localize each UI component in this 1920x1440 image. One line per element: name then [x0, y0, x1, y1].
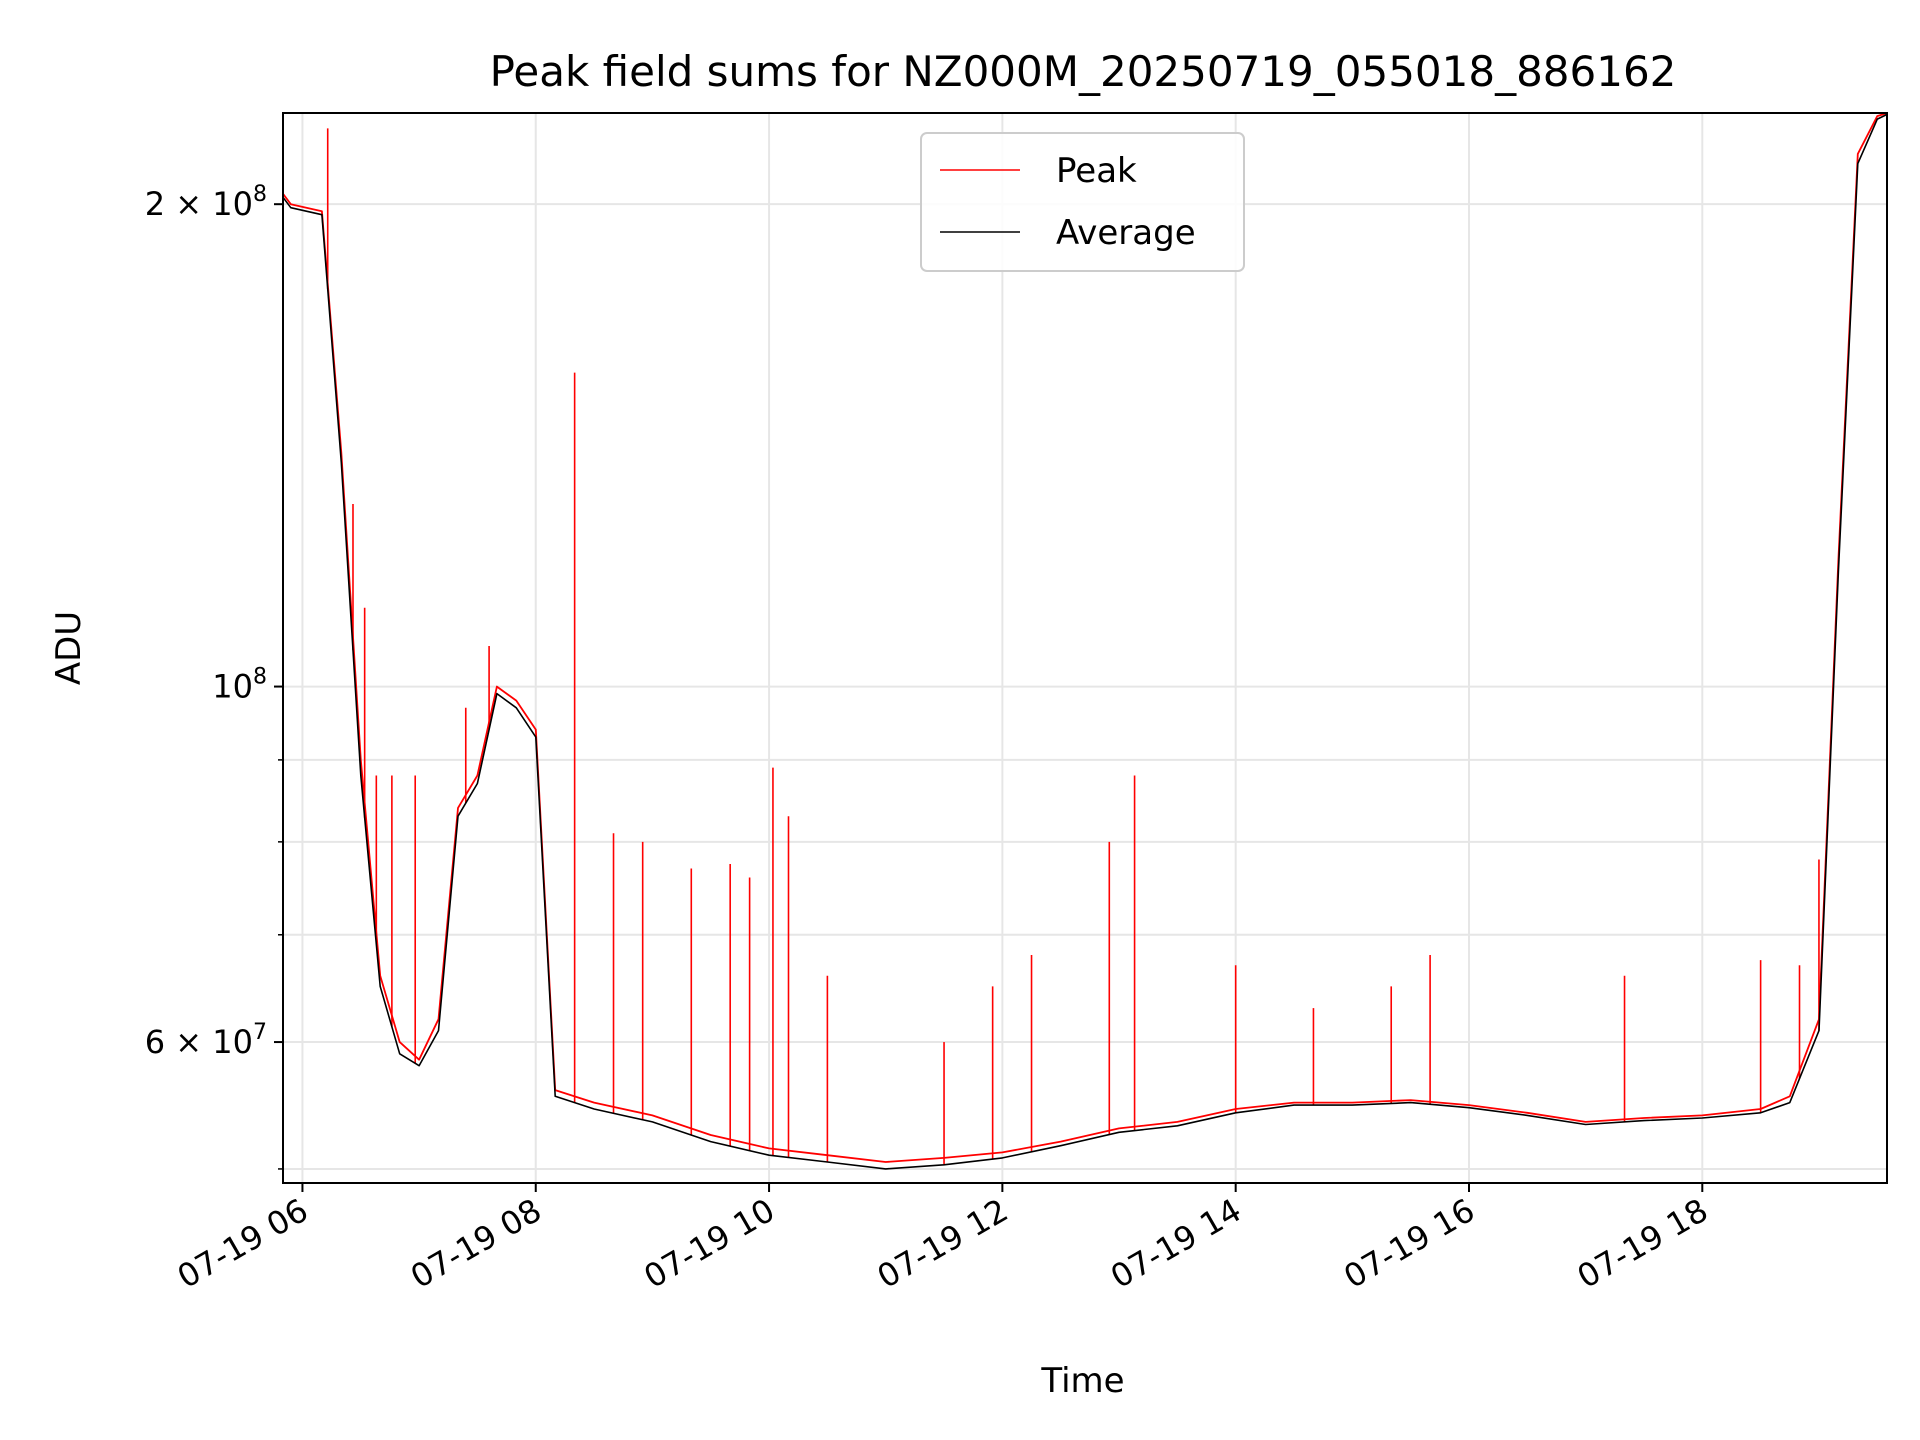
y-axis-label: ADU: [49, 611, 89, 685]
y-tick-label-exponent: 7: [253, 1020, 267, 1045]
y-tick-label-base: 10: [212, 668, 253, 706]
legend: Peak Average: [920, 132, 1245, 272]
series-line-average: [283, 113, 1887, 1170]
legend-label-average: Average: [1056, 213, 1196, 253]
chart-title: Peak field sums for NZ000M_20250719_0550…: [490, 47, 1677, 96]
y-tick-label-part: ×: [175, 185, 202, 223]
series-layer: [283, 113, 1887, 1170]
y-tick-label-base: 10: [212, 1023, 253, 1061]
y-tick-label-part: 2: [145, 185, 165, 223]
series-line-peak: [283, 113, 1887, 1163]
plot-frame: [282, 112, 1888, 1184]
legend-box: [920, 132, 1245, 272]
legend-label-peak: Peak: [1056, 151, 1137, 191]
y-tick-label: 6 × 107: [145, 1020, 267, 1061]
y-tick-label-part: 6: [145, 1023, 165, 1061]
y-tick-label: 2 × 108: [145, 182, 267, 223]
y-tick-label: 108: [212, 665, 267, 706]
y-tick-label-exponent: 8: [253, 665, 267, 690]
x-axis-label: Time: [1040, 1361, 1124, 1401]
y-tick-label-part: ×: [175, 1023, 202, 1061]
y-tick-label-base: 10: [212, 185, 253, 223]
y-tick-label-exponent: 8: [253, 182, 267, 207]
grid: [283, 113, 1887, 1183]
